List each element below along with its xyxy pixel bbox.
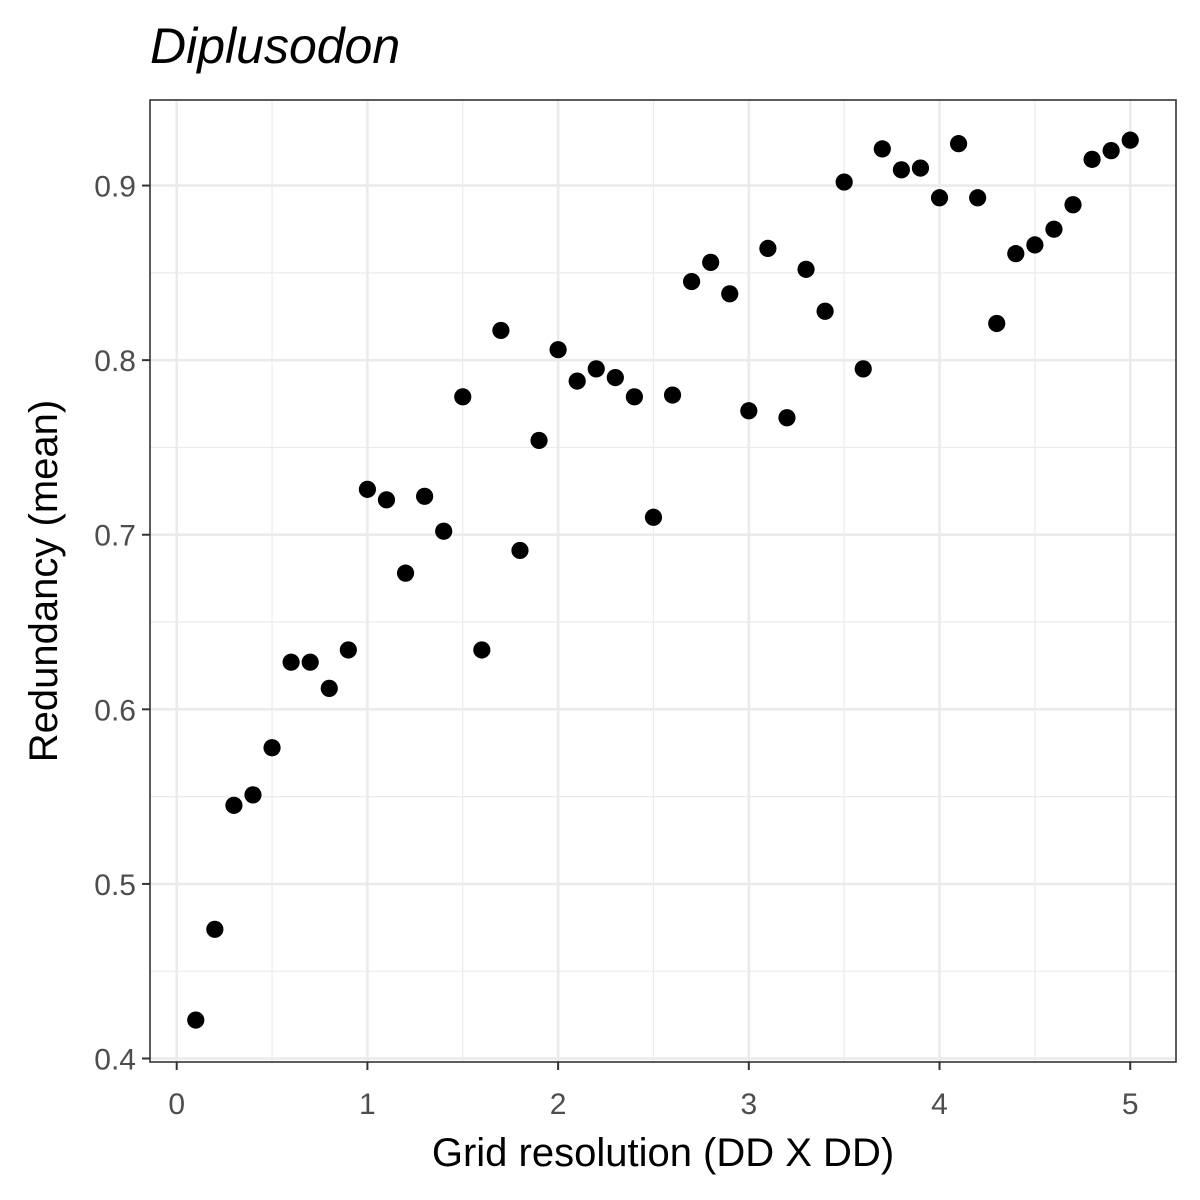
data-points: [187, 131, 1139, 1029]
data-point: [930, 189, 949, 207]
data-point: [244, 786, 262, 804]
y-tick-label: 0.7: [94, 520, 136, 553]
data-point: [454, 388, 472, 406]
data-point: [892, 161, 910, 179]
data-point: [740, 402, 758, 420]
x-tick-label: 3: [740, 1088, 757, 1121]
data-point: [549, 341, 567, 359]
data-point: [282, 653, 300, 671]
data-point: [568, 372, 586, 390]
data-point: [1121, 131, 1139, 149]
data-point: [625, 388, 643, 406]
data-point: [873, 140, 891, 158]
y-tick-label: 0.6: [94, 694, 136, 727]
minor-gridlines: [150, 100, 1176, 1062]
data-point: [835, 173, 853, 191]
data-point: [1102, 142, 1120, 160]
data-point: [988, 314, 1006, 333]
data-point: [816, 302, 834, 320]
data-point: [206, 920, 224, 938]
data-point: [759, 239, 777, 258]
chart-title: Diplusodon: [150, 18, 400, 74]
panel-border: [149, 99, 1177, 1063]
data-point: [911, 159, 930, 177]
plot-panel: [150, 100, 1176, 1062]
data-point: [416, 487, 434, 505]
data-point: [263, 739, 281, 757]
data-point: [435, 522, 453, 540]
data-point: [530, 431, 548, 450]
major-gridlines: [150, 100, 1176, 1062]
data-point: [225, 796, 243, 814]
data-point: [187, 1011, 205, 1029]
data-point: [358, 480, 377, 498]
data-point: [606, 369, 624, 387]
data-point: [320, 679, 338, 697]
x-axis-title: Grid resolution (DD X DD): [432, 1131, 894, 1175]
y-tick-label: 0.4: [94, 1044, 136, 1077]
data-point: [1064, 196, 1082, 214]
y-axis-title: Redundancy (mean): [22, 400, 66, 762]
data-point: [1045, 220, 1063, 238]
y-tick-label: 0.5: [94, 869, 136, 902]
data-point: [377, 491, 396, 509]
data-point: [1007, 245, 1025, 263]
data-point: [301, 653, 319, 671]
data-point: [969, 189, 987, 207]
y-tick-label: 0.9: [94, 171, 136, 204]
data-point: [1083, 150, 1101, 168]
data-point: [473, 641, 491, 659]
x-axis-ticks: 0 1 2 3 4 5: [168, 1062, 1139, 1121]
data-point: [492, 321, 510, 340]
data-point: [683, 272, 701, 291]
data-point: [778, 409, 796, 427]
data-point: [1026, 236, 1044, 254]
data-point: [339, 641, 357, 659]
data-point: [854, 360, 872, 378]
data-point: [511, 541, 529, 560]
data-point: [663, 386, 682, 404]
data-point: [644, 508, 663, 526]
data-point: [587, 360, 605, 378]
y-tick-label: 0.8: [94, 345, 136, 378]
x-tick-label: 2: [550, 1088, 567, 1121]
data-point: [797, 260, 815, 278]
data-point: [396, 564, 415, 582]
y-axis-ticks: 0.4 0.5 0.6 0.7 0.8 0.9: [94, 171, 150, 1077]
data-point: [721, 285, 739, 303]
x-tick-label: 4: [931, 1088, 948, 1121]
data-point: [949, 135, 968, 153]
x-tick-label: 5: [1122, 1088, 1139, 1121]
x-tick-label: 1: [359, 1088, 376, 1121]
data-point: [702, 253, 720, 271]
x-tick-label: 0: [168, 1088, 185, 1121]
